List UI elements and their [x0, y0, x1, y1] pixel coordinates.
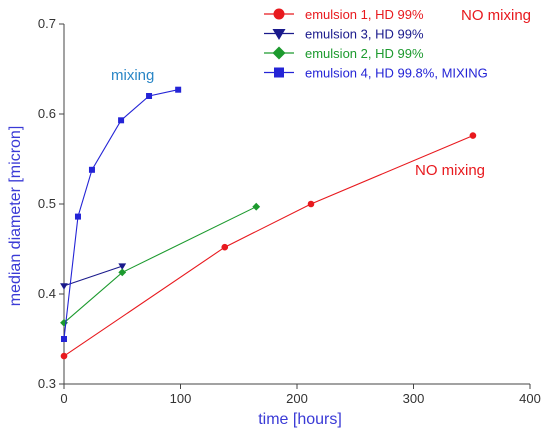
y-tick-label: 0.7 — [38, 16, 56, 31]
annotation-no-mixing-legend: NO mixing — [461, 7, 531, 24]
legend-marker — [274, 67, 284, 78]
y-tick-label: 0.3 — [38, 376, 56, 391]
tick-layer: 0 100 200 300 400 0.3 0.4 0.5 0.6 0.7 — [38, 16, 541, 406]
series-4 — [61, 86, 182, 342]
x-tick-label: 0 — [60, 391, 67, 406]
data-point — [88, 166, 95, 173]
data-point — [252, 202, 261, 211]
legend-item: emulsion 2, HD 99% — [264, 46, 424, 61]
y-tick-label: 0.5 — [38, 196, 56, 211]
series-line — [63, 206, 257, 324]
series-line — [63, 135, 474, 357]
y-tick-label: 0.6 — [38, 106, 56, 121]
annotation-mixing: mixing — [111, 67, 154, 84]
series-line — [63, 89, 179, 340]
series-1 — [60, 132, 477, 360]
y-axis-title: median diameter [micron] — [7, 126, 24, 307]
data-point — [61, 336, 67, 342]
data-point — [307, 200, 315, 208]
series-layer — [60, 86, 477, 360]
series-3 — [60, 202, 261, 327]
y-tick-label: 0.4 — [38, 286, 56, 301]
x-tick-label: 200 — [286, 391, 308, 406]
legend-item: emulsion 1, HD 99% — [264, 7, 424, 22]
x-axis-title: time [hours] — [258, 411, 342, 428]
x-tick-label: 100 — [170, 391, 192, 406]
legend-marker — [272, 29, 286, 40]
data-point — [74, 213, 81, 220]
data-point — [175, 86, 182, 93]
x-tick-label: 300 — [403, 391, 425, 406]
legend: emulsion 1, HD 99% emulsion 3, HD 99% emul… — [264, 7, 488, 81]
legend-item: emulsion 3, HD 99% — [264, 27, 424, 42]
data-point — [469, 132, 477, 139]
legend-label: emulsion 4, HD 99.8%, MIXING — [305, 66, 488, 81]
data-point — [60, 352, 68, 360]
data-point — [118, 263, 127, 270]
series-2 — [60, 263, 127, 290]
data-point — [60, 283, 68, 290]
legend-marker — [272, 46, 286, 60]
x-tick-label: 400 — [519, 391, 541, 406]
annotation-layer: mixing NO mixing NO mixing — [111, 7, 531, 179]
series-line — [63, 265, 123, 287]
legend-label: emulsion 1, HD 99% — [305, 7, 424, 22]
data-point — [146, 93, 153, 99]
legend-label: emulsion 3, HD 99% — [305, 27, 424, 42]
data-point — [221, 243, 229, 251]
legend-marker — [273, 8, 285, 20]
legend-item: emulsion 4, HD 99.8%, MIXING — [264, 66, 488, 81]
data-point — [118, 117, 125, 124]
legend-label: emulsion 2, HD 99% — [305, 46, 424, 61]
annotation-no-mixing-plot: NO mixing — [415, 162, 485, 179]
data-point — [118, 268, 127, 277]
